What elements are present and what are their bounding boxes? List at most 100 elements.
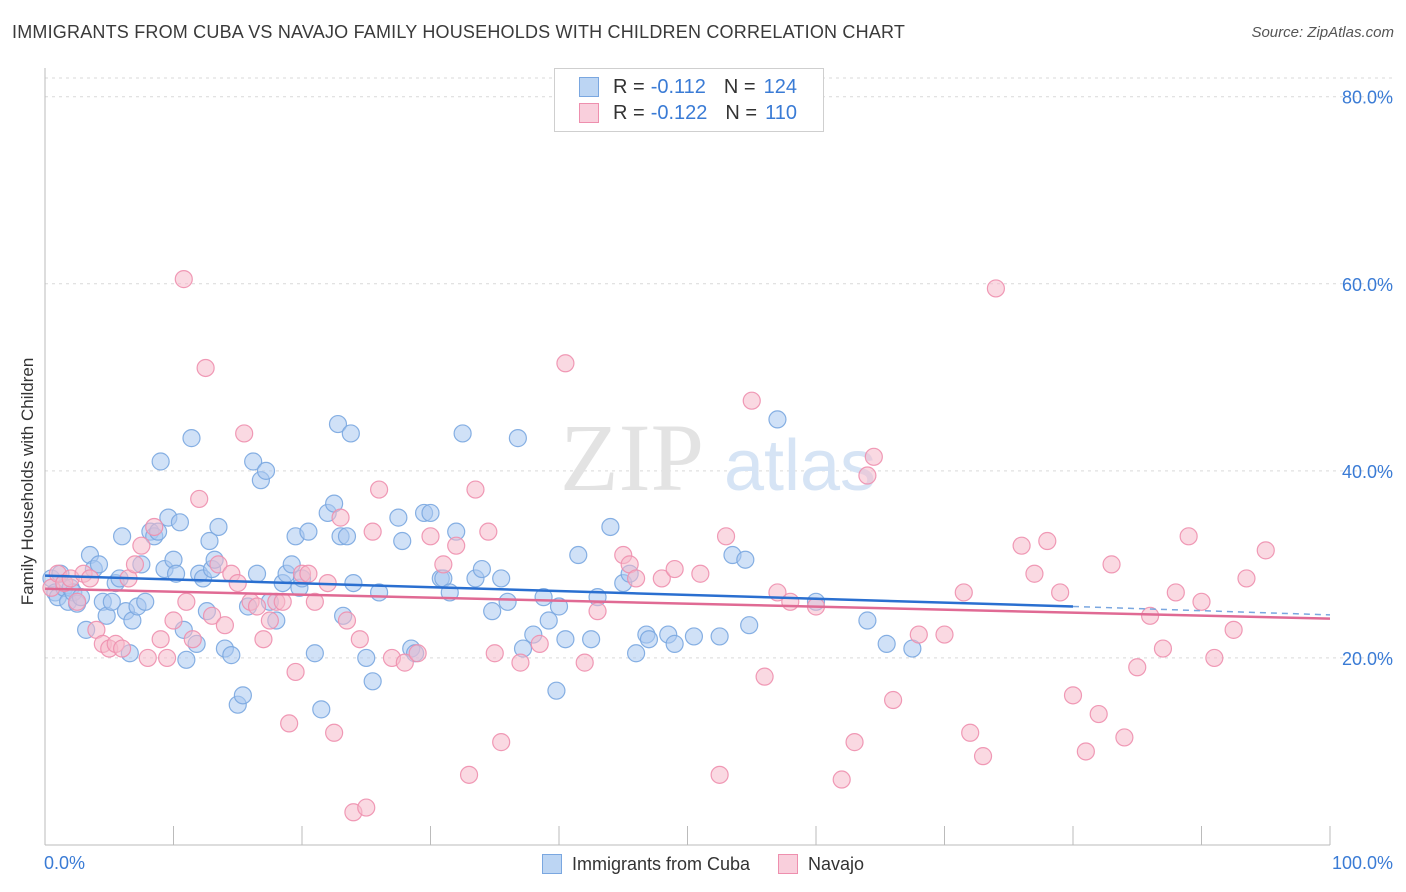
cuba-point (256, 461, 276, 480)
navajo-point (691, 564, 710, 583)
navajo-point (1063, 686, 1083, 705)
cuba-point (453, 424, 472, 443)
cuba-point (389, 508, 408, 527)
chart-title: IMMIGRANTS FROM CUBA VS NAVAJO FAMILY HO… (12, 22, 906, 42)
navajo-point (1102, 555, 1121, 574)
cuba-point (582, 630, 601, 649)
cuba-point (483, 602, 502, 621)
n-value: 110 (765, 101, 797, 124)
cuba-point (740, 616, 759, 635)
trend-lines (44, 574, 1331, 620)
legend-item-navajo[interactable]: Navajo (778, 854, 864, 875)
navajo-point (858, 466, 877, 485)
cuba-point (312, 700, 331, 719)
navajo-point (174, 270, 193, 289)
navajo-point (781, 592, 800, 611)
cuba-point (136, 592, 155, 611)
stats-legend: R = -0.112 N = 124 R = -0.122 N = 110 (554, 68, 824, 132)
stats-row-cuba: R = -0.112 N = 124 (579, 75, 797, 99)
r-label: R = (613, 101, 645, 124)
navajo-point (215, 616, 234, 635)
navajo-point (864, 447, 883, 466)
cuba-point (112, 527, 132, 546)
navajo-point (845, 733, 864, 752)
legend-label-cuba: Immigrants from Cuba (571, 853, 751, 874)
n-value: 124 (763, 75, 797, 98)
cuba-point (89, 555, 109, 574)
navajo-point (395, 653, 414, 672)
navajo-point (190, 489, 209, 509)
navajo-point (1237, 569, 1256, 588)
legend-label-navajo: Navajo (808, 853, 865, 874)
navajo-point (1256, 541, 1275, 560)
navajo-point (832, 770, 851, 789)
navajo-point (459, 765, 479, 784)
n-label: N = (723, 75, 756, 98)
navajo-point (196, 358, 215, 378)
navajo-point (331, 508, 350, 527)
navajo-point (273, 592, 292, 611)
r-label: R = (613, 75, 645, 98)
cuba-point (858, 611, 877, 630)
cuba-point (639, 630, 659, 649)
navajo-point (466, 480, 485, 499)
navajo-point (286, 662, 305, 682)
navajo-point (1076, 742, 1095, 761)
navajo-point (530, 634, 549, 653)
navajo-point (305, 592, 324, 611)
watermark-zip: ZIP (560, 404, 704, 511)
navajo-point (1179, 527, 1198, 546)
navajo-point (1192, 592, 1211, 611)
navajo-point (1051, 583, 1070, 602)
cuba-point (736, 550, 755, 569)
cuba-trend-line (44, 574, 1074, 608)
navajo-point (434, 555, 453, 574)
scatter-points (42, 270, 1275, 822)
cuba-point (305, 644, 324, 663)
cuba-trend-extension (1072, 605, 1331, 616)
y-axis-title: Family Households with Children (18, 358, 37, 606)
y-tick-label: 80.0% (1342, 88, 1393, 108)
navajo-point (1128, 658, 1147, 677)
cuba-point (337, 527, 357, 546)
navajo-point (1205, 648, 1224, 668)
navajo-point (254, 630, 273, 649)
cuba-point (877, 634, 896, 653)
navajo-point (370, 480, 389, 499)
cuba-point (508, 429, 527, 448)
navajo-point (575, 653, 594, 672)
cuba-point (247, 564, 267, 583)
navajo-point (935, 625, 954, 644)
cuba-point (393, 531, 412, 551)
y-tick-label: 20.0% (1342, 649, 1393, 669)
cuba-point (421, 503, 440, 523)
navajo-point (447, 536, 466, 555)
navajo-point (280, 714, 299, 733)
navajo-point (299, 564, 318, 583)
cuba-legend-swatch (541, 854, 562, 874)
navajo-trend-line (44, 587, 1331, 620)
navajo-point (80, 569, 100, 588)
cuba-point (363, 672, 382, 691)
navajo-point (1166, 583, 1185, 602)
navajo-point (209, 555, 228, 574)
cuba-point (472, 559, 491, 579)
navajo-point (973, 747, 993, 766)
cuba-point (200, 531, 219, 551)
legend-item-cuba[interactable]: Immigrants from Cuba (541, 853, 751, 875)
navajo-point (485, 644, 504, 663)
navajo-point (479, 522, 498, 541)
navajo-point (260, 611, 279, 630)
navajo-point (125, 555, 145, 574)
grid-lines (45, 77, 1392, 659)
x-tick-label: 100.0% (1332, 853, 1393, 873)
navajo-point (909, 625, 928, 644)
navajo-point (164, 611, 183, 630)
navajo-point (755, 667, 774, 686)
navajo-point (235, 424, 254, 443)
navajo-point (363, 522, 382, 541)
navajo-point (588, 602, 607, 621)
cuba-point (357, 648, 376, 668)
navajo-point (652, 569, 671, 588)
